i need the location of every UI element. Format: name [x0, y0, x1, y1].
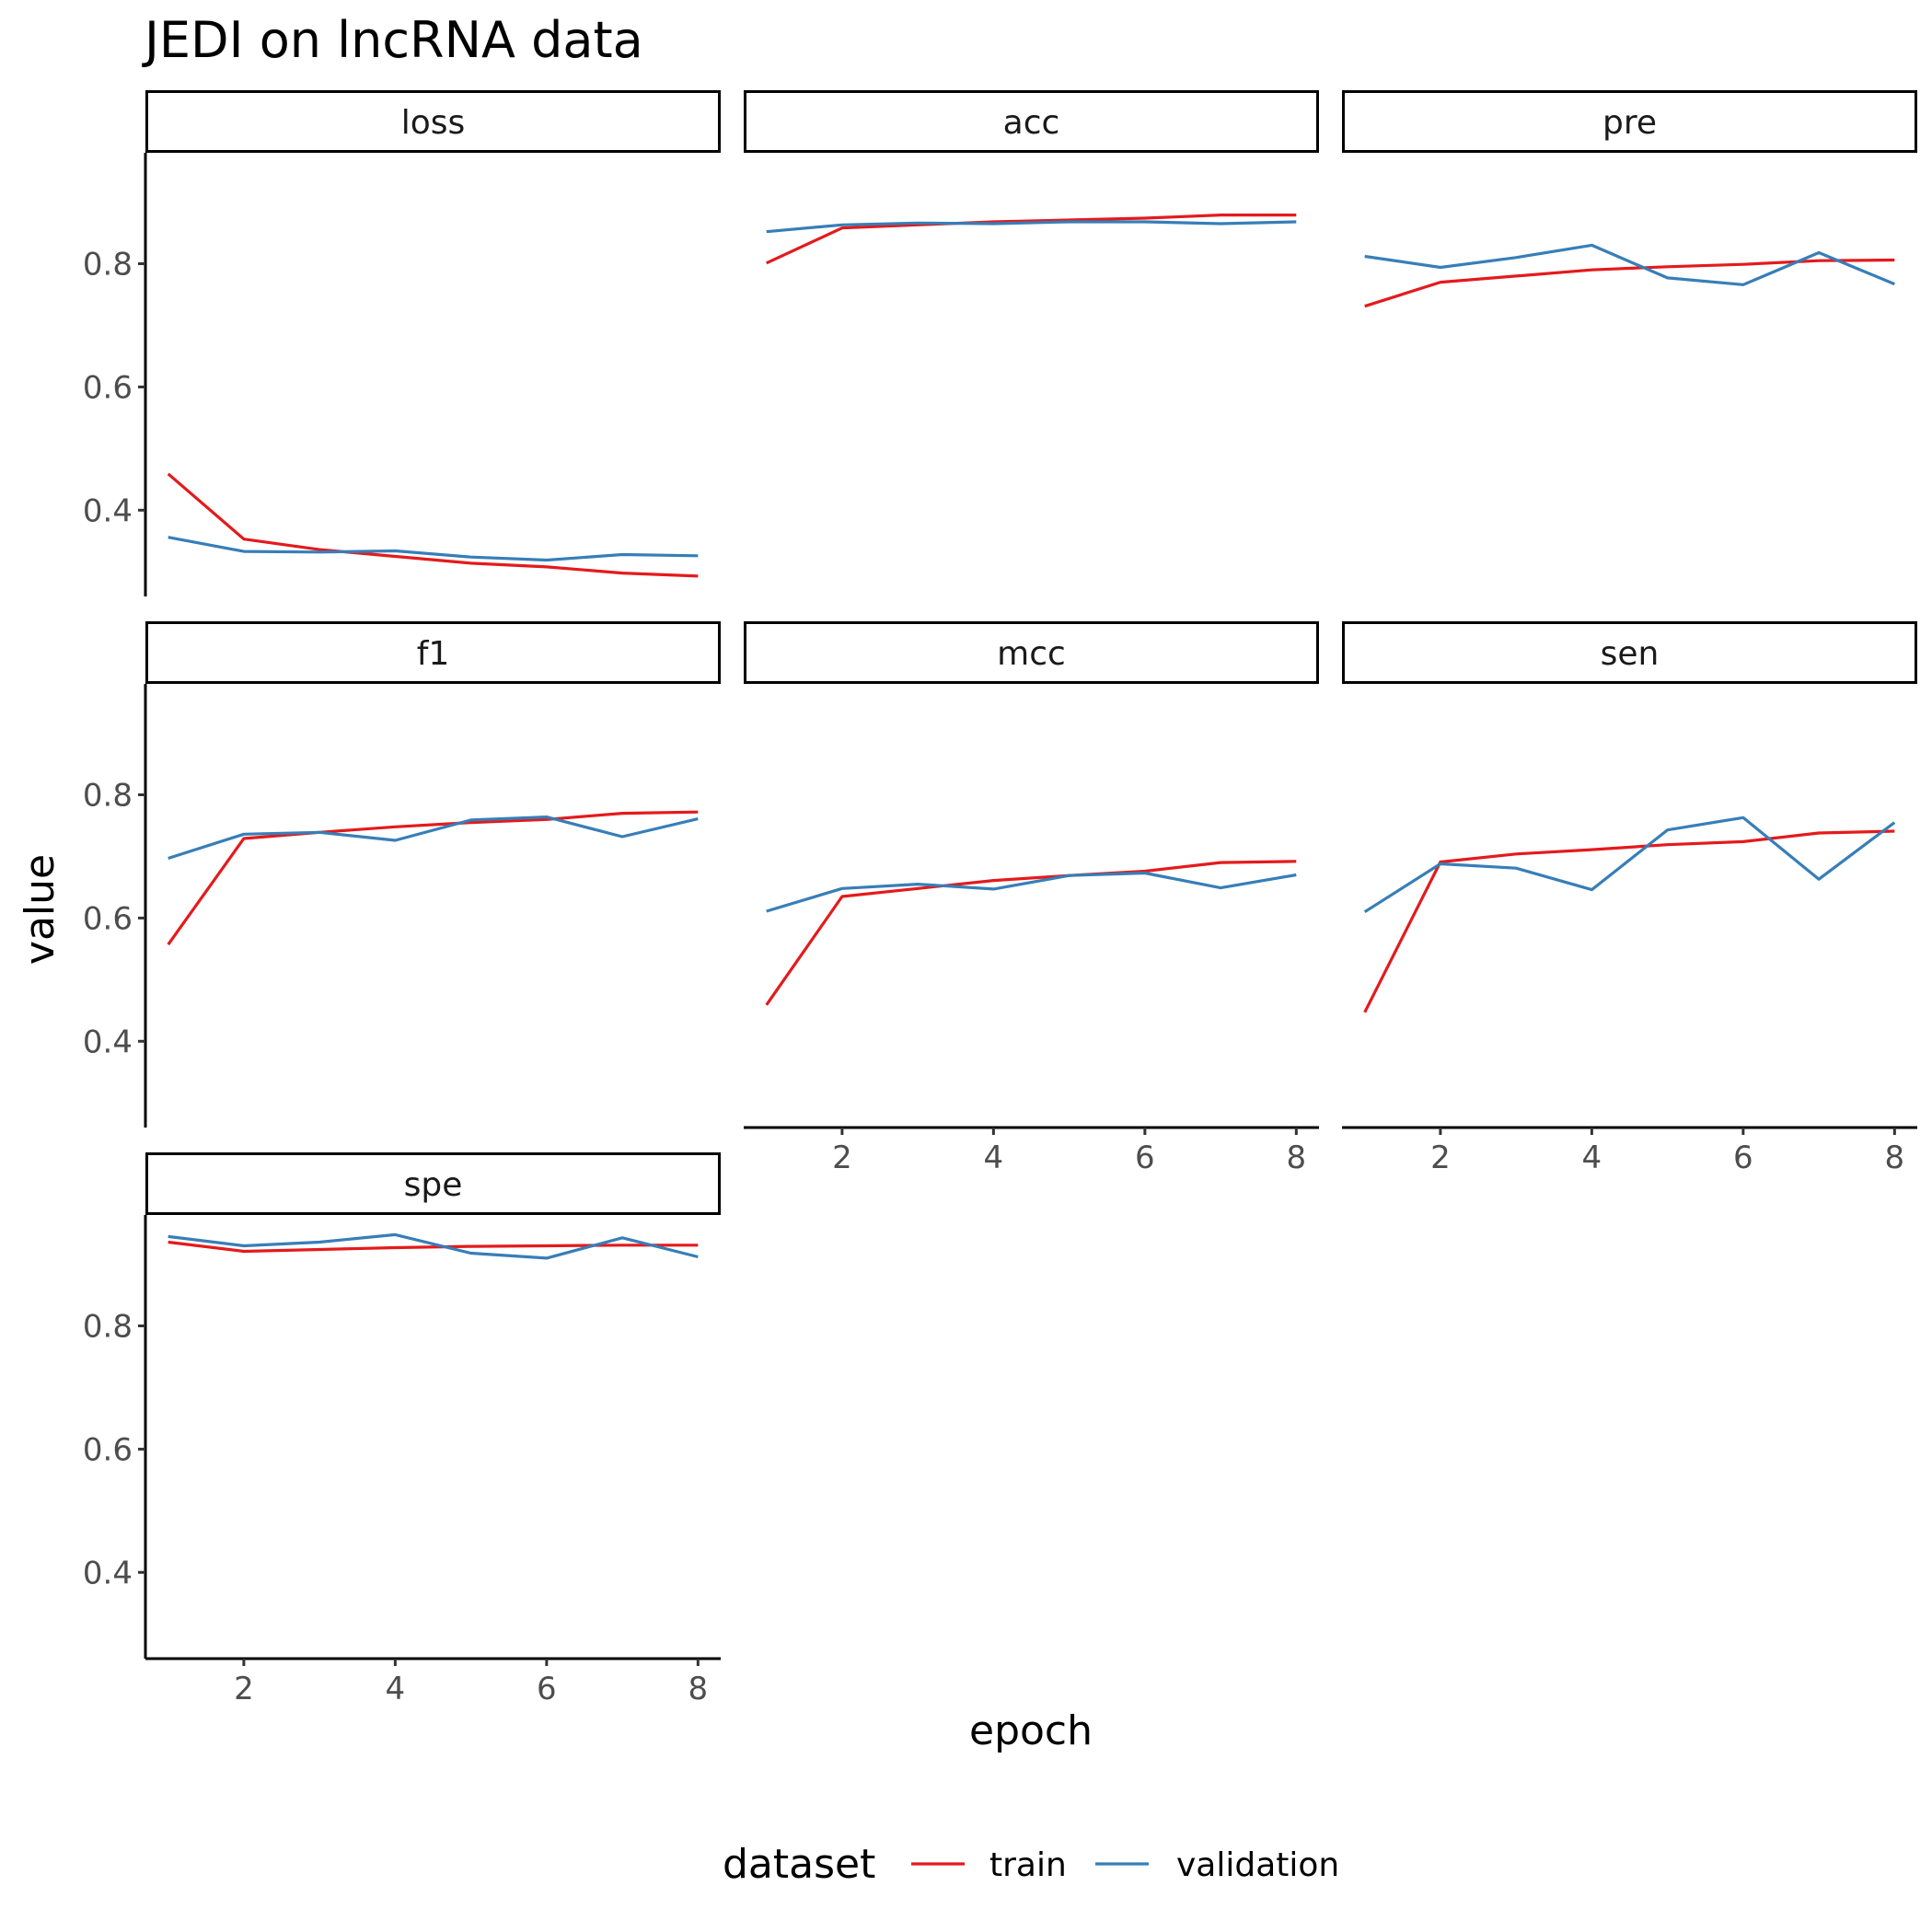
x-axis-title: epoch	[969, 1707, 1093, 1754]
y-tick-label: 0.4	[83, 492, 133, 529]
panel-mcc: mcc 2 4 6 8	[744, 621, 1319, 1176]
series-line-acc-train	[766, 214, 1297, 265]
x-tick-label: 2	[234, 1671, 254, 1707]
y-axis-title: value	[17, 854, 64, 965]
panel-f1: f1 0.4 0.6 0.8	[83, 621, 721, 1128]
series-line-mcc-train	[765, 860, 1297, 1006]
y-tick-label: 0.6	[83, 1431, 133, 1468]
y-tick-label: 0.6	[83, 369, 133, 406]
strip-acc	[744, 90, 1319, 153]
series-line-f1-validation	[168, 815, 699, 861]
series-line-sen-train	[1363, 829, 1895, 1013]
y-tick-label: 0.8	[83, 778, 133, 815]
legend: dataset train validation	[723, 1841, 1339, 1888]
strip-mcc	[744, 621, 1319, 684]
chart-title: JEDI on lncRNA data	[142, 11, 643, 69]
series-line-pre-validation	[1364, 243, 1895, 286]
x-tick-label: 2	[1430, 1140, 1451, 1176]
series-line-f1-train	[167, 810, 699, 946]
y-tick-label: 0.8	[83, 1309, 133, 1346]
strip-label-mcc: mcc	[997, 635, 1066, 673]
y-tick-label: 0.6	[83, 900, 133, 937]
strip-label-pre: pre	[1602, 104, 1657, 142]
x-tick-label: 6	[537, 1671, 557, 1707]
series-line-spe-train	[168, 1240, 699, 1254]
x-tick-label: 8	[1885, 1140, 1905, 1176]
legend-title: dataset	[723, 1841, 875, 1888]
series-line-loss-validation	[168, 536, 699, 562]
x-tick-label: 4	[984, 1140, 1004, 1176]
panel-sen: sen 2 4 6 8	[1342, 621, 1917, 1176]
series-line-spe-validation	[168, 1232, 699, 1260]
legend-label-validation: validation	[1176, 1846, 1339, 1884]
y-tick-label: 0.4	[83, 1024, 133, 1060]
x-tick-label: 8	[1287, 1140, 1307, 1176]
strip-f1	[145, 621, 721, 684]
strip-label-spe: spe	[404, 1166, 463, 1204]
legend-label-train: train	[989, 1846, 1067, 1884]
x-tick-label: 6	[1733, 1140, 1753, 1176]
series-line-loss-train	[167, 472, 699, 578]
x-tick-label: 4	[386, 1671, 406, 1707]
strip-spe	[145, 1152, 721, 1215]
y-tick-label: 0.8	[83, 247, 133, 283]
panel-spe: spe 0.4 0.6 0.8 2 4 6 8	[83, 1152, 721, 1707]
x-tick-label: 2	[832, 1140, 852, 1176]
x-tick-label: 6	[1135, 1140, 1155, 1176]
series-line-pre-train	[1364, 258, 1895, 308]
strip-label-sen: sen	[1601, 635, 1660, 673]
series-line-acc-validation	[766, 220, 1297, 234]
x-tick-label: 4	[1582, 1140, 1602, 1176]
y-tick-label: 0.4	[83, 1555, 133, 1591]
series-line-mcc-validation	[766, 871, 1297, 913]
panel-loss: loss 0.4 0.6 0.8	[83, 90, 721, 596]
strip-loss	[145, 90, 721, 153]
panel-pre: pre	[1342, 90, 1917, 308]
series-line-sen-validation	[1363, 816, 1896, 914]
x-tick-label: 8	[688, 1671, 709, 1707]
strip-sen	[1342, 621, 1917, 684]
panel-acc: acc	[744, 90, 1319, 265]
strip-label-loss: loss	[401, 104, 466, 142]
strip-pre	[1342, 90, 1917, 153]
strip-label-f1: f1	[417, 635, 450, 673]
strip-label-acc: acc	[1003, 104, 1060, 142]
